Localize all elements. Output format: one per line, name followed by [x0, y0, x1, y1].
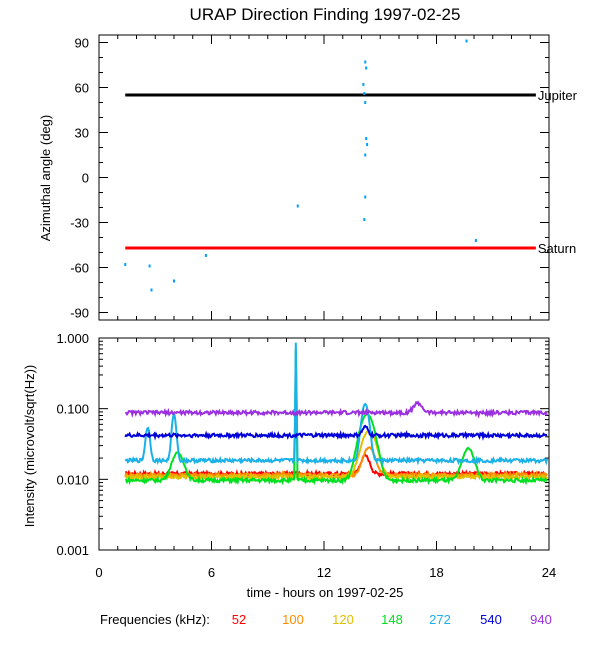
azimuth-point — [363, 218, 366, 221]
time-x-tick-label: 18 — [429, 565, 443, 580]
intensity-plot-frame — [98, 337, 550, 551]
time-x-tick-label: 6 — [208, 565, 215, 580]
frequency-legend: Frequencies (kHz): 52 100 120 148 272 540 940 — [100, 612, 552, 627]
intensity-series-940khz — [124, 400, 548, 419]
azimuth-point — [362, 83, 365, 86]
time-x-tick-label: 24 — [542, 565, 556, 580]
azimuth-point — [173, 279, 175, 283]
intensity-series-272khz — [124, 342, 549, 466]
azimuth-y-tick-label: -90 — [70, 306, 89, 321]
azimuth-point — [296, 204, 299, 208]
legend-item-100khz: 100 — [282, 612, 304, 627]
azimuth-y-axis-label: Azimuthal angle (deg) — [38, 115, 53, 241]
intensity-series-120khz — [124, 429, 548, 483]
legend-item-120khz: 120 — [332, 612, 354, 627]
azimuth-panel: 90 60 30 0 -30 -60 -90 Jupiter Saturn Azimuthal… — [38, 34, 578, 321]
time-x-tick-label: 12 — [317, 565, 331, 580]
azimuth-point — [365, 137, 368, 140]
time-x-axis-label: time - hours on 1997-02-25 — [247, 585, 404, 600]
reference-label-saturn: Saturn — [538, 241, 576, 256]
intensity-y-tick-label: 0.010 — [56, 472, 89, 487]
legend-item-940khz: 940 — [530, 612, 552, 627]
time-x-tick-label: 0 — [95, 565, 102, 580]
azimuth-point — [474, 239, 477, 242]
legend-item-52khz: 52 — [232, 612, 246, 627]
azimuth-y-tick-label: 0 — [82, 171, 89, 186]
azimuth-plot-frame — [98, 34, 550, 321]
legend-item-540khz: 540 — [480, 612, 502, 627]
azimuth-point — [366, 143, 369, 146]
intensity-y-tick-label: 0.100 — [56, 402, 89, 417]
azimuth-y-tick-label: -30 — [70, 216, 89, 231]
chart-title: URAP Direction Finding 1997-02-25 — [190, 5, 461, 24]
intensity-series-540khz — [124, 424, 548, 441]
azimuth-point — [124, 263, 127, 266]
azimuth-point — [465, 39, 468, 43]
azimuth-y-tick-label: 60 — [75, 81, 89, 96]
intensity-y-axis-label: Intensity (microvolt/sqrt(Hz)) — [22, 365, 37, 528]
intensity-y-tick-label: 0.001 — [56, 543, 89, 558]
azimuth-y-tick-label: 30 — [75, 126, 89, 141]
azimuth-point — [148, 264, 151, 268]
intensity-y-tick-label: 1.000 — [56, 331, 89, 346]
legend-item-272khz: 272 — [429, 612, 451, 627]
intensity-series-148khz — [125, 350, 548, 486]
azimuth-point — [204, 254, 207, 257]
azimuth-point — [364, 153, 367, 157]
azimuth-point — [364, 195, 367, 199]
azimuth-y-tick-label: 90 — [75, 36, 89, 51]
intensity-panel: 1.000 0.100 0.010 0.001 0 6 12 18 24 Intensity (… — [22, 331, 556, 600]
azimuth-point — [365, 66, 368, 70]
legend-item-148khz: 148 — [381, 612, 403, 627]
reference-label-jupiter: Jupiter — [538, 88, 578, 103]
azimuth-point — [363, 92, 366, 95]
azimuth-point — [364, 101, 367, 104]
azimuth-point — [150, 288, 153, 292]
legend-title: Frequencies (kHz): — [100, 612, 210, 627]
azimuth-y-tick-label: -60 — [70, 261, 89, 276]
azimuth-point — [364, 60, 367, 64]
